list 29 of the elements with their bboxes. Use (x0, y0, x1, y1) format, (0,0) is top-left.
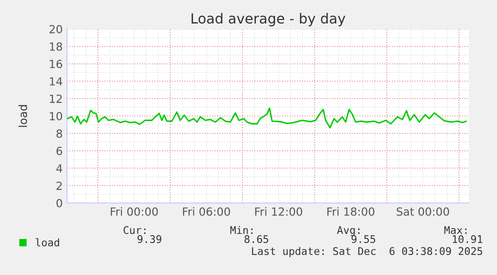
y-tick-label: 20 (50, 24, 62, 34)
y-tick-label: 6 (56, 146, 62, 156)
y-tick-label: 2 (56, 182, 62, 190)
text: Max: (444, 226, 466, 234)
text: 8.65 (244, 235, 268, 244)
x-tick-label: Fri 06:00 (183, 207, 230, 216)
text: Min: (230, 226, 252, 234)
text: Avg: (337, 226, 360, 236)
line-series (67, 107, 467, 128)
x-tick-label: Fri 00:00 (110, 207, 158, 216)
y-axis-title: load (18, 105, 28, 127)
x-tick-label: Fri 12:00 (255, 207, 302, 216)
text: Cur: (124, 226, 146, 234)
y-tick-label: 8 (56, 129, 62, 138)
y-tick-label: 4 (56, 164, 62, 172)
y-tick-label: 10 (50, 112, 62, 120)
chart-title: Load average - by day (192, 12, 346, 26)
y-tick-label: 0 (56, 198, 62, 208)
x-tick-label: Fri 18:00 (327, 207, 374, 216)
x-tick-label: Sat 00:00 (396, 207, 450, 216)
text: 10.91 (452, 235, 482, 244)
text: 9.55 (352, 235, 376, 244)
y-tick-label: 16 (50, 60, 62, 68)
text: Last update: Sat Dec 6 03:38:09 2025 (252, 246, 482, 258)
y-tick-label: 12 (50, 94, 62, 103)
text: 9.39 (138, 235, 162, 244)
y-tick-label: 18 (50, 42, 62, 51)
legend-label: load (36, 238, 60, 246)
y-tick-label: 14 (50, 77, 62, 86)
